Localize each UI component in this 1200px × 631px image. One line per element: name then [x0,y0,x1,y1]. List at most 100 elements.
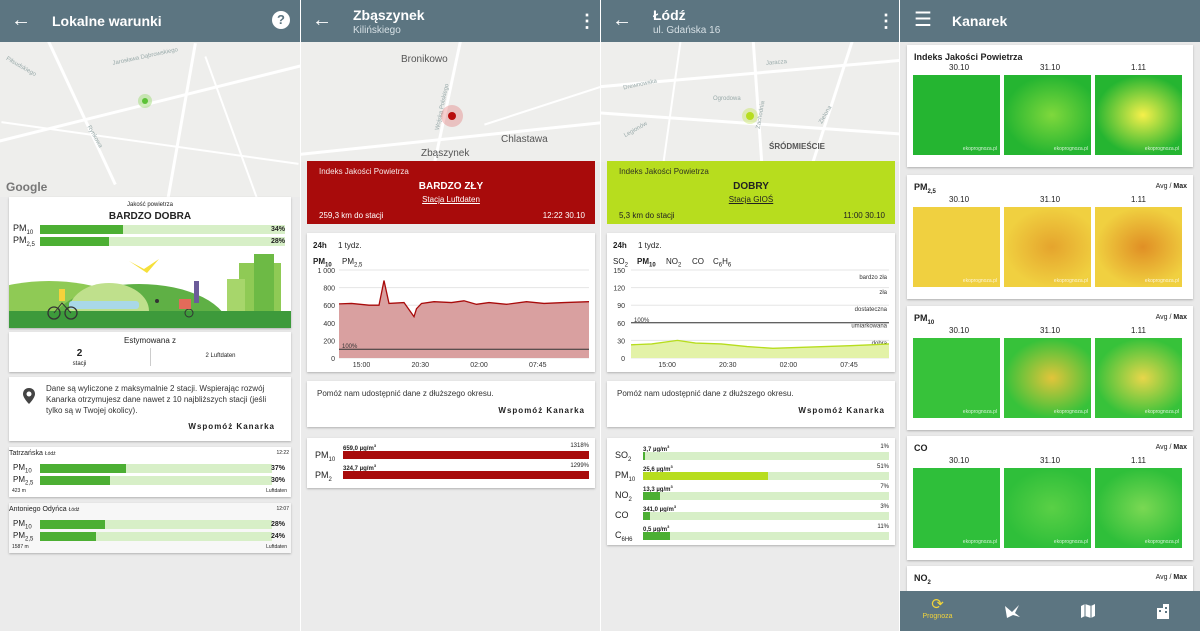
y-tick-label: 1 000 [317,268,335,275]
x-tick-label: 02:00 [470,362,488,368]
series-so2[interactable]: SO2 [613,257,628,269]
info-card: Dane są wyliczone z maksymalnie 2 stacji… [9,377,291,441]
forecast-map-image[interactable]: ekoprognoza.pl [1095,207,1182,287]
pm25-bar [40,476,272,485]
pollutant-value: 341,0 µg/m3 [643,504,677,513]
location-marker[interactable] [742,108,758,124]
pm10-percent: 37% [270,465,285,472]
y-tick-label: 120 [613,286,625,293]
station-card-1[interactable]: Tatrzańska Łódź 12:22 PM10 37% PM2,5 30%… [9,447,291,497]
promo-text: Pomóż nam udostępnić dane z dłuższego ok… [617,389,794,398]
series-c6h6[interactable]: C6H6 [713,257,732,269]
forecast-date: 31.10 [1040,63,1061,72]
series-pm25[interactable]: PM2,5 [342,257,363,269]
nav-forecast[interactable]: ⟳ Prognoza [900,591,975,631]
forecast-map-image[interactable]: ekoprognoza.pl [1004,75,1091,155]
y-tick-label: 0 [621,356,625,363]
menu-icon[interactable]: ☰ [914,9,932,31]
y-tick-label: 800 [323,286,335,293]
estimated-label: Estymowana z [123,336,177,345]
forecast-title: PM10 [914,313,935,326]
pollutant-bar [643,452,889,460]
forecast-section: CO Avg / Max 30.10 ekoprognoza.pl 31.10 ekopr… [907,436,1193,560]
forecast-map-image[interactable]: ekoprognoza.pl [913,338,1000,418]
avg-max-toggle[interactable]: Avg / Max [1155,574,1187,581]
x-tick-label: 20:30 [719,362,737,368]
tab-week[interactable]: 1 tydz. [638,241,662,250]
pm25-bar [40,532,272,541]
support-kanarek-button[interactable]: Wspomóż Kanarka [798,406,885,415]
more-vert-icon[interactable]: ⋮ [877,11,895,31]
watermark: ekoprognoza.pl [962,539,997,545]
pollutant-bar [643,472,889,480]
forecast-map-image[interactable]: ekoprognoza.pl [1095,75,1182,155]
avg-max-toggle[interactable]: Avg / Max [1155,314,1187,321]
bird-icon [1004,605,1020,618]
panel-forecast: ☰ Kanarek Indeks Jakości Powietrza 30.10 e… [900,0,1200,631]
tab-24h[interactable]: 24h [313,241,327,250]
support-kanarek-button[interactable]: Wspomóż Kanarka [498,406,585,415]
forecast-date: 31.10 [1040,195,1061,204]
forecast-map-image[interactable]: ekoprognoza.pl [913,468,1000,548]
aqi-label: Indeks Jakości Powietrza [319,167,409,176]
back-arrow-icon[interactable]: ← [312,9,332,31]
more-vert-icon[interactable]: ⋮ [578,11,596,31]
support-kanarek-button[interactable]: Wspomóż Kanarka [188,422,275,431]
forecast-date: 30.10 [949,195,970,204]
series-no2[interactable]: NO2 [666,257,682,269]
back-arrow-icon[interactable]: ← [11,9,31,31]
series-pm10[interactable]: PM10 [313,257,332,269]
forecast-map-image[interactable]: ekoprognoza.pl [1095,468,1182,548]
forecast-map-image[interactable]: ekoprognoza.pl [913,207,1000,287]
station-count-label: stacji [72,361,87,367]
series-co[interactable]: CO [692,257,704,266]
station-count: 2 [76,348,83,359]
bottom-navigation: ⟳ Prognoza [900,591,1200,631]
pm-line-chart: 1 000 800 600 400 200 0 100% 15:00 20:30 02:00 07:… [317,268,590,368]
y-tick-label: 400 [323,321,335,328]
back-arrow-icon[interactable]: ← [612,9,632,31]
station-card-2[interactable]: Antoniego Odyńca Łódź 12:07 PM10 28% PM2… [9,503,291,553]
tab-24h[interactable]: 24h [613,241,627,250]
pm-line-chart: 150 120 90 60 30 0 bardzo zła zła dostateczna umi… [613,268,890,368]
map[interactable]: Piłsudskiego Rynkowa Jarosława Dąbrowski… [0,42,300,197]
station-link[interactable]: Stacja GIOŚ [728,195,774,204]
tab-week[interactable]: 1 tydz. [338,241,362,250]
forecast-map-image[interactable]: ekoprognoza.pl [1095,338,1182,418]
station-link[interactable]: Stacja Luftdaten [422,195,480,204]
pollutant-label: PM10 [615,470,636,483]
pollutant-value: 25,6 µg/m3 [643,464,673,473]
pollutant-value: 0,5 µg/m3 [643,524,670,533]
forecast-map-image[interactable]: ekoprognoza.pl [913,75,1000,155]
pm10-bar [343,451,589,459]
map[interactable]: ŚRÓDMIEŚCIE Ogrodowa Zachodnia Drewnowsk… [601,42,899,162]
pm10-percent: 28% [270,521,285,528]
location-marker[interactable] [138,94,152,108]
pollutant-value: 3,7 µg/m3 [643,444,670,453]
forecast-map-image[interactable]: ekoprognoza.pl [1004,338,1091,418]
help-icon[interactable]: ? [272,11,290,29]
nav-kanarek[interactable] [975,591,1050,631]
watermark: ekoprognoza.pl [962,409,997,415]
pm25-percent: 28% [270,238,285,245]
avg-max-toggle[interactable]: Avg / Max [1155,444,1187,451]
norm-label: 100% [634,318,650,324]
forecast-map-image[interactable]: ekoprognoza.pl [1004,468,1091,548]
avg-max-toggle[interactable]: Avg / Max [1155,183,1187,190]
y-tick-label: 0 [331,356,335,363]
pollutant-value: 13,3 µg/m3 [643,484,673,493]
map[interactable]: Bronikowo Chlastawa Zbąszynek Wojska Pol… [301,42,600,162]
forecast-date: 31.10 [1040,456,1061,465]
y-tick-label: 200 [323,338,335,345]
pollutant-label: SO2 [615,450,632,463]
series-pm10[interactable]: PM10 [637,257,656,269]
watermark: ekoprognoza.pl [962,278,997,284]
level-label: dostateczna [855,307,888,313]
nav-map[interactable] [1050,591,1125,631]
location-marker[interactable] [441,105,463,127]
forecast-map-image[interactable]: ekoprognoza.pl [1004,207,1091,287]
pm2-label: PM2 [315,470,332,483]
watermark: ekoprognoza.pl [1144,409,1179,415]
forecast-date: 1.11 [1131,456,1146,465]
nav-stations[interactable] [1125,591,1200,631]
